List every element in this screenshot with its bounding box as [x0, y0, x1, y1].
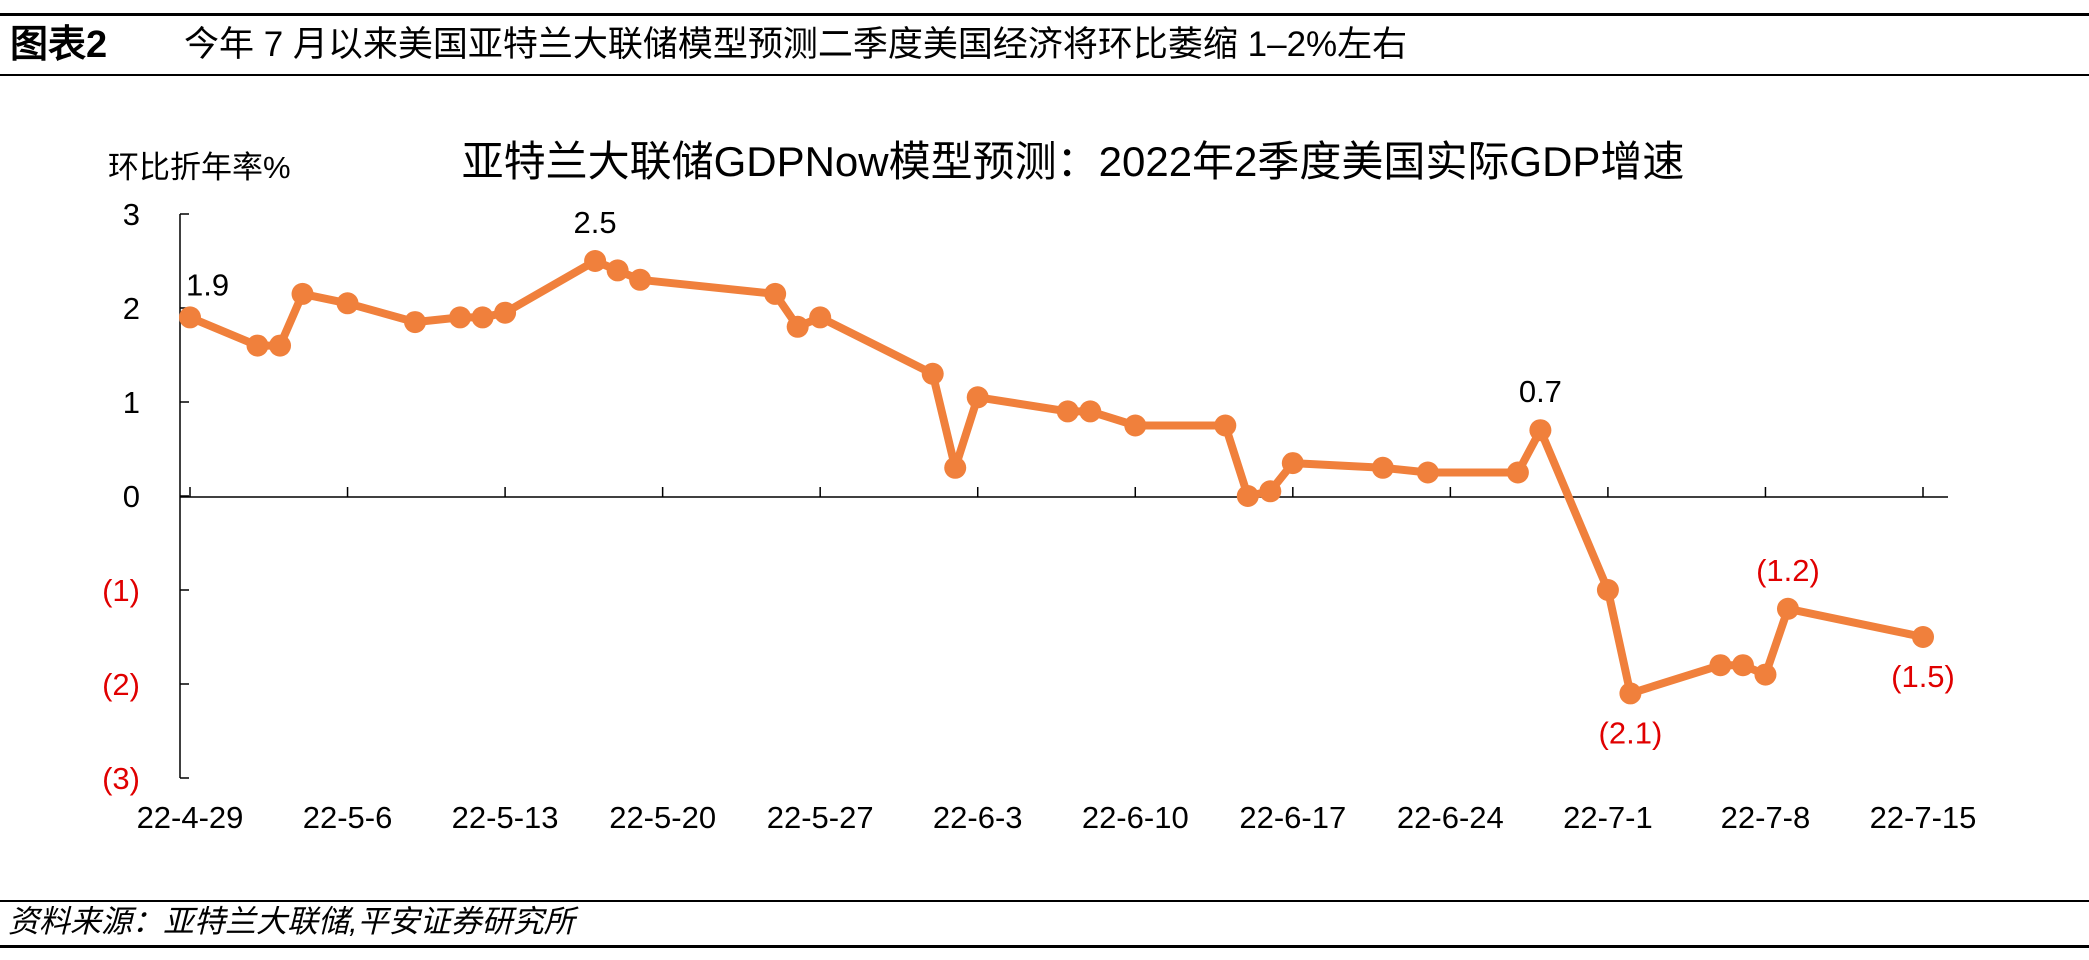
x-tick-label: 22-5-27 [767, 800, 874, 835]
series-line [186, 257, 1927, 698]
data-label: 2.5 [574, 205, 617, 240]
data-point [1259, 480, 1282, 503]
x-tick-label: 22-6-10 [1082, 800, 1189, 835]
data-point [1912, 626, 1934, 648]
figure-caption: 今年 7 月以来美国亚特兰大联储模型预测二季度美国经济将环比萎缩 1–2%左右 [184, 25, 1408, 64]
data-point [1371, 456, 1394, 479]
data-point [764, 282, 787, 305]
data-point [966, 386, 989, 409]
data-point [1529, 419, 1552, 442]
data-point [1619, 682, 1642, 705]
data-label: 1.9 [186, 267, 229, 302]
data-labels-group: 1.9 2.5 0.7 (2.1) (1.2) (1.5) [186, 205, 1955, 750]
bottom-rule [0, 945, 2089, 948]
data-point [1056, 400, 1079, 423]
data-point [921, 362, 944, 385]
data-point [1214, 414, 1237, 437]
data-point [1079, 400, 1102, 423]
y-axis-ticks: 3 2 1 0 (1) (2) (3) [102, 197, 189, 796]
y-tick-label: 2 [123, 291, 140, 326]
source-note: 资料来源：亚特兰大联储,平安证券研究所 [8, 904, 575, 939]
data-point [584, 250, 607, 272]
gdpnow-line-chart: 亚特兰大联储GDPNow模型预测：2022年2季度美国实际GDP增速 环比折年率… [102, 138, 1977, 835]
chart-title: 亚特兰大联储GDPNow模型预测：2022年2季度美国实际GDP增速 [462, 138, 1685, 185]
data-label: (2.1) [1599, 715, 1663, 750]
x-tick-label: 22-5-6 [303, 800, 393, 835]
data-point [1416, 461, 1439, 484]
data-points-group [179, 250, 1934, 705]
header-bottom-rule [0, 74, 2089, 76]
data-point [1596, 579, 1619, 601]
x-tick-label: 22-6-3 [933, 800, 1023, 835]
data-point [1124, 414, 1147, 437]
data-point [1281, 452, 1304, 475]
data-point [944, 456, 967, 479]
data-point [269, 334, 292, 357]
data-point [471, 306, 494, 329]
x-tick-label: 22-7-1 [1563, 800, 1653, 835]
figure-label: 图表2 [10, 24, 108, 66]
x-tick-label: 22-5-13 [452, 800, 559, 835]
data-label: 0.7 [1519, 374, 1562, 409]
y-axis-label: 环比折年率% [108, 150, 291, 185]
y-tick-label: 1 [123, 385, 140, 420]
data-point [246, 334, 269, 357]
data-point [1506, 461, 1529, 484]
data-point [179, 306, 201, 329]
series-line-group [186, 257, 1927, 698]
data-point [1731, 654, 1754, 677]
data-point [1236, 485, 1259, 507]
x-tick-label: 22-5-20 [609, 800, 716, 835]
data-point [1754, 663, 1777, 686]
data-label: (1.2) [1756, 553, 1820, 588]
data-point [449, 306, 472, 329]
data-point [336, 292, 359, 315]
y-tick-label: 3 [123, 197, 140, 232]
y-tick-label: 0 [123, 479, 140, 514]
y-tick-label: (1) [102, 573, 140, 608]
x-tick-label: 22-7-15 [1870, 800, 1977, 835]
data-point [606, 259, 629, 282]
data-point [494, 301, 517, 324]
x-tick-label: 22-7-8 [1721, 800, 1811, 835]
data-label: (1.5) [1891, 659, 1955, 694]
x-tick-label: 22-6-24 [1397, 800, 1504, 835]
data-point [786, 315, 809, 338]
data-point [629, 268, 652, 291]
data-point [809, 306, 832, 329]
top-rule [0, 13, 2089, 16]
y-tick-label: (3) [102, 761, 140, 796]
footer-top-rule [0, 900, 2089, 902]
data-point [1709, 654, 1732, 677]
data-point [291, 282, 314, 305]
data-point [1776, 597, 1799, 620]
data-point [404, 311, 427, 334]
y-tick-label: (2) [102, 667, 140, 702]
x-tick-label: 22-6-17 [1239, 800, 1346, 835]
x-tick-label: 22-4-29 [137, 800, 244, 835]
x-axis-ticks: 22-4-29 22-5-6 22-5-13 22-5-20 22-5-27 22-6-3… [137, 487, 1977, 835]
figure-header: 图表2 今年 7 月以来美国亚特兰大联储模型预测二季度美国经济将环比萎缩 1–2… [0, 0, 2089, 76]
